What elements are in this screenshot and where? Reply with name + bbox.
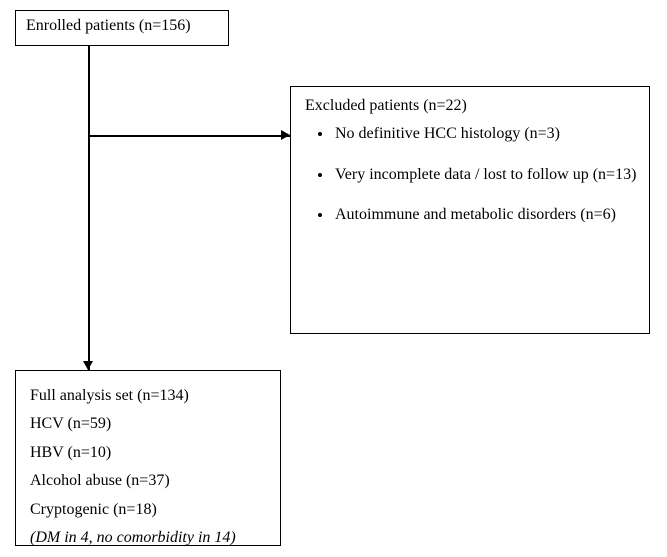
box-excluded: Excluded patients (n=22) No definitive H… <box>290 86 650 334</box>
connector-down <box>88 46 90 370</box>
connector-right <box>88 135 290 137</box>
arrowhead-down-icon <box>83 361 93 370</box>
excluded-bullet: Very incomplete data / lost to follow up… <box>333 164 639 186</box>
analysis-footnote: (DM in 4, no comorbidity in 14) <box>30 527 266 549</box>
box-enrolled: Enrolled patients (n=156) <box>15 10 229 46</box>
excluded-bullet: No definitive HCC histology (n=3) <box>333 123 639 145</box>
excluded-bullets: No definitive HCC histology (n=3) Very i… <box>305 123 639 226</box>
box-analysis: Full analysis set (n=134) HCV (n=59) HBV… <box>15 370 281 546</box>
analysis-line: Cryptogenic (n=18) <box>30 499 266 521</box>
arrowhead-right-icon <box>281 130 290 140</box>
flowchart-canvas: Enrolled patients (n=156) Excluded patie… <box>0 0 667 557</box>
analysis-line: Full analysis set (n=134) <box>30 385 266 407</box>
excluded-bullet: Autoimmune and metabolic disorders (n=6) <box>333 204 639 226</box>
analysis-line: HBV (n=10) <box>30 442 266 464</box>
enrolled-label: Enrolled patients (n=156) <box>26 17 191 34</box>
analysis-line: HCV (n=59) <box>30 413 266 435</box>
excluded-title: Excluded patients (n=22) <box>305 95 639 117</box>
analysis-line: Alcohol abuse (n=37) <box>30 470 266 492</box>
analysis-list: Full analysis set (n=134) HCV (n=59) HBV… <box>30 385 266 549</box>
